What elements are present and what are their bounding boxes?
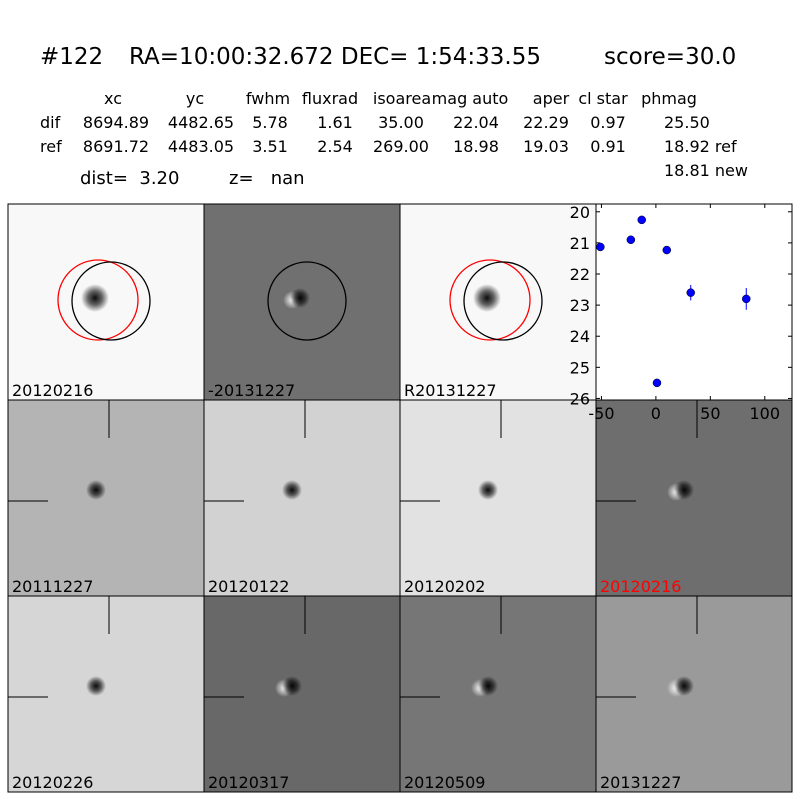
source-blob <box>86 676 106 696</box>
table-cell: ref <box>40 137 62 156</box>
table-cell: 2.54 <box>317 137 353 156</box>
column-header: yc <box>186 89 204 108</box>
source-blob <box>674 676 694 696</box>
plot-area <box>595 203 793 401</box>
y-tick-label: 20 <box>570 203 590 222</box>
source-blob <box>674 480 694 500</box>
source-blob <box>478 480 498 500</box>
table-cell: 0.97 <box>590 113 626 132</box>
ref-circle <box>449 259 531 341</box>
distance: dist= 3.20 <box>80 168 179 189</box>
x-tick-label: 100 <box>750 404 781 423</box>
stamp-label: 20120226 <box>12 773 93 792</box>
column-header: phmag <box>641 89 697 108</box>
column-header: aper <box>533 89 570 108</box>
dif-circle <box>267 261 347 341</box>
column-header: cl star <box>578 89 628 108</box>
redshift: z= nan <box>229 168 305 189</box>
table-cell: 0.91 <box>590 137 626 156</box>
y-tick-label: 22 <box>570 265 590 284</box>
stamp-label: 20120202 <box>404 577 485 596</box>
y-tick-label: 23 <box>570 296 590 315</box>
x-tick-label: -50 <box>588 404 614 423</box>
source-blob <box>81 284 109 312</box>
data-point <box>652 378 662 388</box>
table-cell: 1.61 <box>317 113 353 132</box>
new-mag: 18.81 new <box>664 161 748 180</box>
stamp-background <box>399 595 597 793</box>
stamp-label: 20120509 <box>404 773 485 792</box>
table-cell: 3.51 <box>252 137 288 156</box>
stamp-label: 20111227 <box>12 577 93 596</box>
column-header: xc <box>104 89 122 108</box>
column-header: isoarea <box>373 89 431 108</box>
table-cell: 22.04 <box>453 113 499 132</box>
stamp-background <box>7 399 205 597</box>
ref-circle <box>57 259 139 341</box>
data-point <box>742 294 751 304</box>
stamp-label: -20131227 <box>208 381 295 400</box>
column-header: fluxrad <box>302 89 358 108</box>
source-blob <box>290 288 310 308</box>
table-cell: 22.29 <box>523 113 569 132</box>
table-cell: 4482.65 <box>168 113 234 132</box>
data-point <box>662 245 672 255</box>
x-tick-label: 0 <box>651 404 661 423</box>
table-cell: 18.98 <box>453 137 499 156</box>
stamp-label: 20131227 <box>600 773 681 792</box>
data-point <box>637 215 646 225</box>
y-tick-label: 25 <box>570 358 590 377</box>
source-blob <box>282 676 302 696</box>
table-cell: 5.78 <box>252 113 288 132</box>
y-tick-label: 21 <box>570 234 590 253</box>
source-blob <box>86 480 106 500</box>
table-cell: 8694.89 <box>83 113 149 132</box>
candidate-id: #122 <box>40 44 103 70</box>
x-tick-label: 50 <box>700 404 720 423</box>
dif-circle <box>71 261 151 341</box>
column-header: mag auto <box>432 89 509 108</box>
stamp-background <box>399 399 597 597</box>
stamp-label: 20120122 <box>208 577 289 596</box>
stamp-background <box>595 399 793 597</box>
source-blob <box>282 480 302 500</box>
column-header: fwhm <box>246 89 290 108</box>
score: score=30.0 <box>604 44 736 70</box>
source-blob <box>473 284 501 312</box>
table-cell: 269.00 <box>373 137 429 156</box>
table-cell: 25.50 <box>664 113 710 132</box>
stamp-label: 20120216 <box>12 381 93 400</box>
table-cell: 19.03 <box>523 137 569 156</box>
stamp-background <box>203 399 401 597</box>
stamp-label: 20120317 <box>208 773 289 792</box>
table-cell: dif <box>40 113 61 132</box>
stamp-label: 20120216 <box>600 577 681 596</box>
table-cell: 4483.05 <box>168 137 234 156</box>
data-point <box>596 242 605 252</box>
y-tick-label: 24 <box>570 327 590 346</box>
stamp-background <box>203 595 401 793</box>
source-blob <box>478 676 498 696</box>
stamp-label: R20131227 <box>404 381 497 400</box>
stamp-background <box>7 595 205 793</box>
coordinates: RA=10:00:32.672 DEC= 1:54:33.55 <box>129 44 541 70</box>
table-cell: 18.92 ref <box>664 137 737 156</box>
dif-circle <box>463 261 543 341</box>
stamp-background <box>595 595 793 793</box>
table-cell: 35.00 <box>378 113 424 132</box>
data-point <box>686 288 695 297</box>
table-cell: 8691.72 <box>83 137 149 156</box>
data-point <box>626 235 636 245</box>
y-tick-label: 26 <box>570 389 590 408</box>
